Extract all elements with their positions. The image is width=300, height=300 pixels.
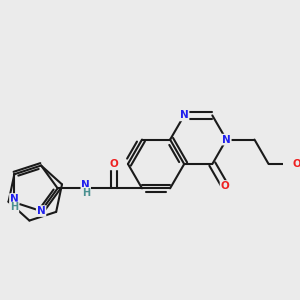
Text: O: O xyxy=(292,159,300,169)
Text: N: N xyxy=(222,135,231,145)
Text: N: N xyxy=(37,206,46,216)
Text: O: O xyxy=(110,159,118,170)
Text: H: H xyxy=(82,188,90,198)
Text: O: O xyxy=(220,181,229,191)
Text: N: N xyxy=(180,110,189,120)
Text: H: H xyxy=(10,202,18,212)
Text: N: N xyxy=(81,180,90,190)
Text: N: N xyxy=(10,194,19,204)
